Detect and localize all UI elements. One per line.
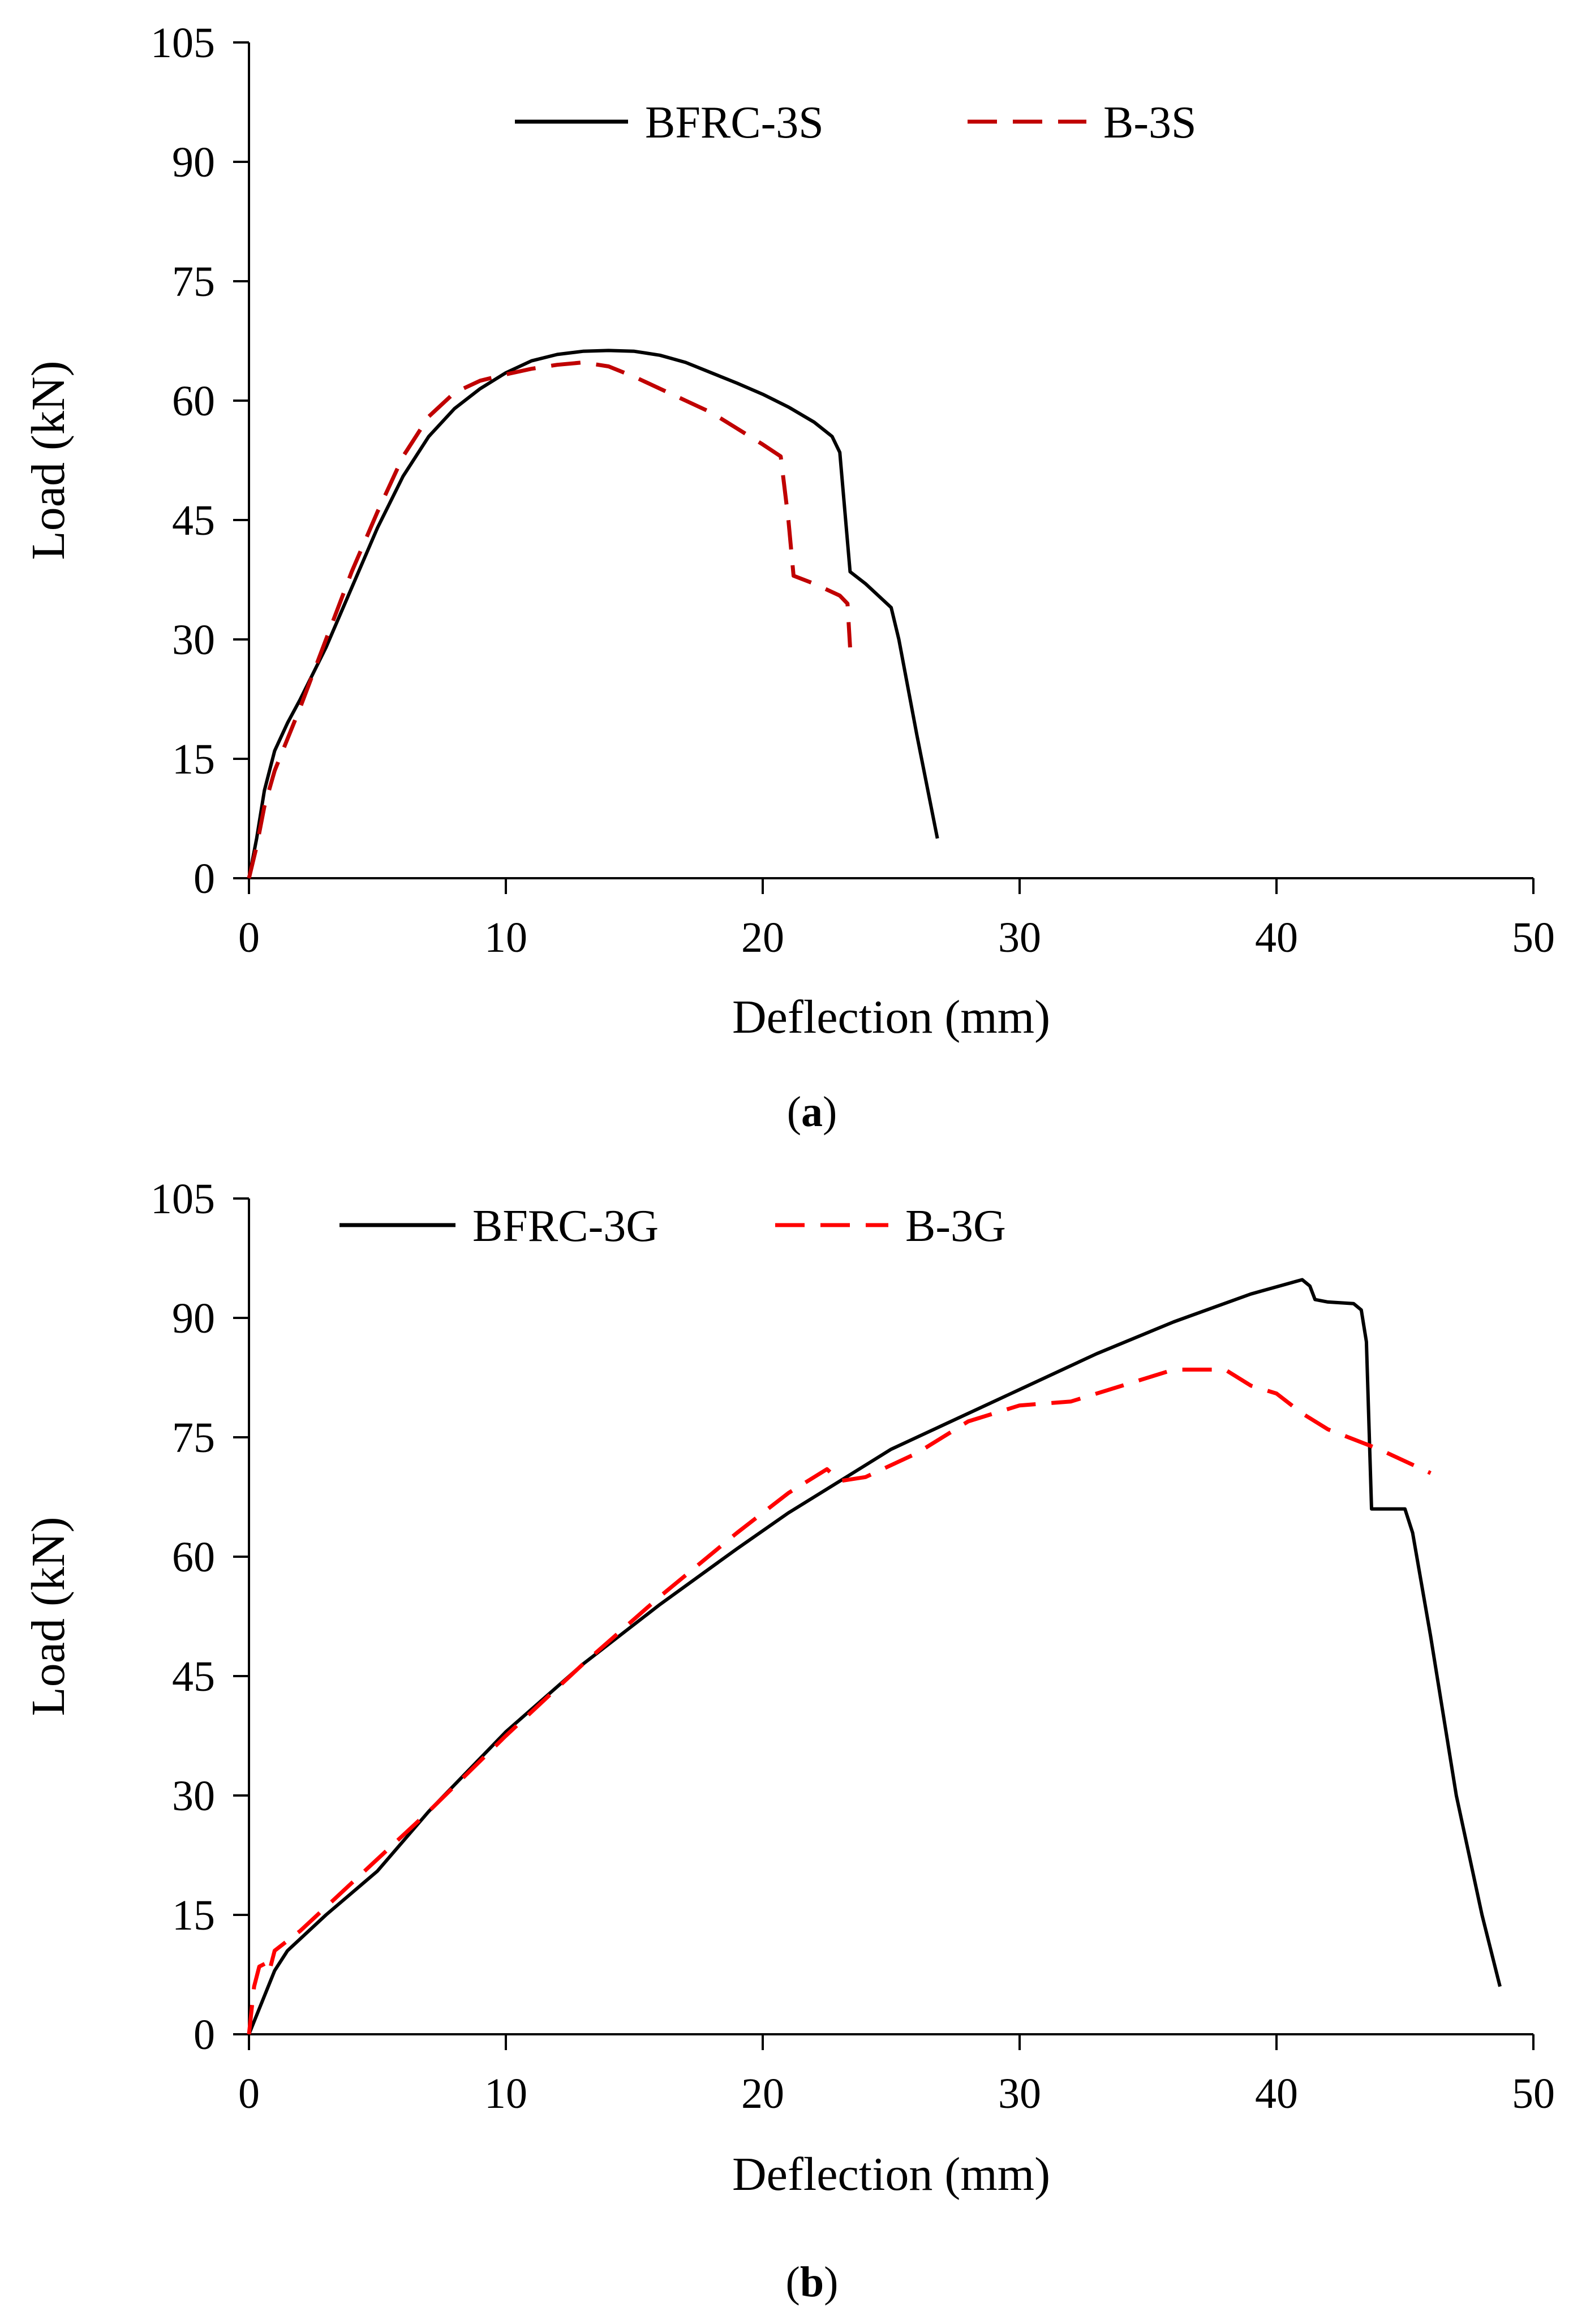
x-ticks: 0 10 20 30 40 50: [238, 2034, 1555, 2117]
x-tick-label: 10: [484, 914, 527, 961]
x-axis-label: Deflection (mm): [732, 991, 1050, 1043]
x-tick-label: 10: [484, 2070, 527, 2117]
series-line-b-3g: [247, 1367, 1432, 2035]
x-tick-label: 50: [1512, 2070, 1555, 2117]
y-tick-label: 60: [172, 377, 215, 425]
y-tick-label: 30: [172, 616, 215, 664]
legend-label-bfrc-3s: BFRC-3S: [645, 98, 824, 148]
x-tick-label: 20: [741, 2070, 784, 2117]
y-axis-label: Load (kN): [22, 1517, 75, 1716]
plot-area: 0 15 30 45 60 75 90 105 0 10 20 30 40 50: [151, 1175, 1555, 2117]
y-tick-label: 15: [172, 736, 215, 783]
y-axis-label: Load (kN): [22, 360, 75, 560]
panel-caption-a: (a): [787, 1088, 837, 1136]
series-line-bfrc-3g: [247, 1278, 1502, 2035]
legend: BFRC-3G B-3G: [339, 1201, 1006, 1251]
legend: BFRC-3S B-3S: [515, 98, 1197, 148]
y-tick-label: 30: [172, 1772, 215, 1820]
y-tick-label: 0: [194, 855, 215, 903]
x-tick-label: 40: [1255, 2070, 1298, 2117]
x-tick-label: 30: [998, 914, 1041, 961]
chart-panel-a: 0 15 30 45 60 75 90 105 0 10 20 30 40 50 Load (kN) D…: [22, 19, 1555, 1136]
y-tick-label: 0: [194, 2011, 215, 2059]
plot-area: 0 15 30 45 60 75 90 105 0 10 20 30 40 50: [151, 19, 1555, 961]
y-tick-label: 45: [172, 1653, 215, 1700]
x-tick-label: 40: [1255, 914, 1298, 961]
y-tick-label: 75: [172, 258, 215, 306]
x-tick-label: 30: [998, 2070, 1041, 2117]
y-tick-label: 60: [172, 1533, 215, 1581]
legend-label-b-3g: B-3G: [905, 1201, 1006, 1251]
y-tick-label: 90: [172, 139, 215, 186]
y-tick-label: 90: [172, 1295, 215, 1342]
series-layer: [247, 349, 939, 879]
x-ticks: 0 10 20 30 40 50: [238, 878, 1555, 961]
y-tick-label: 105: [151, 19, 215, 67]
y-tick-label: 45: [172, 497, 215, 544]
series-layer: [247, 1278, 1502, 2035]
y-tick-label: 75: [172, 1414, 215, 1462]
series-line-b-3s: [247, 360, 852, 879]
legend-label-bfrc-3g: BFRC-3G: [472, 1201, 659, 1251]
panel-caption-b: (b): [786, 2258, 839, 2306]
y-ticks: 0 15 30 45 60 75 90 105: [151, 1175, 249, 2059]
y-ticks: 0 15 30 45 60 75 90 105: [151, 19, 249, 903]
x-tick-label: 0: [238, 914, 260, 961]
chart-panel-b: 0 15 30 45 60 75 90 105 0 10 20 30 40 50 Load (kN) D…: [22, 1175, 1555, 2306]
x-axis-label: Deflection (mm): [732, 2148, 1050, 2201]
legend-label-b-3s: B-3S: [1103, 98, 1197, 148]
x-tick-label: 0: [238, 2070, 260, 2117]
x-tick-label: 20: [741, 914, 784, 961]
x-tick-label: 50: [1512, 914, 1555, 961]
y-tick-label: 15: [172, 1892, 215, 1939]
y-tick-label: 105: [151, 1175, 215, 1223]
